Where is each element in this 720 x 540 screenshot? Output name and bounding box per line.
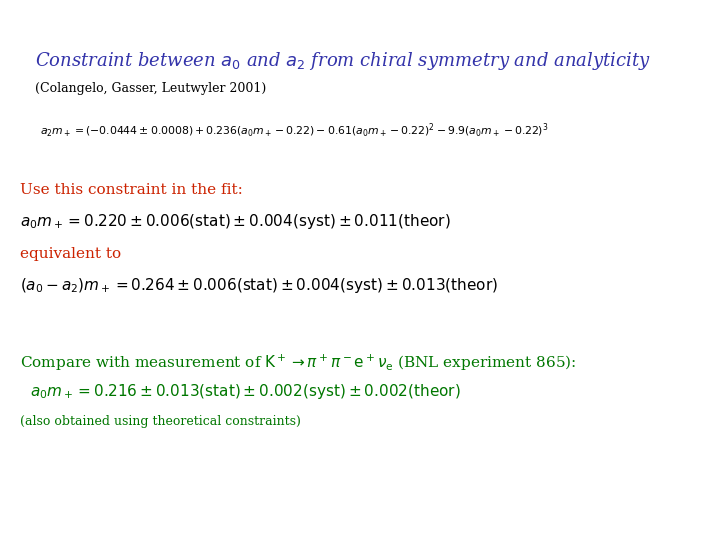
Text: Compare with measurement of $\mathrm{K}^+ \rightarrow \pi^+\pi^-\mathrm{e}^+\nu_: Compare with measurement of $\mathrm{K}^… [20, 353, 577, 373]
Text: $a_2 m_+ = (-0.0444 \pm 0.0008) + 0.236(a_0 m_+ - 0.22) - 0.61(a_0 m_+ - 0.22)^2: $a_2 m_+ = (-0.0444 \pm 0.0008) + 0.236(… [40, 122, 549, 140]
Text: Use this constraint in the fit:: Use this constraint in the fit: [20, 183, 243, 197]
Text: (Colangelo, Gasser, Leutwyler 2001): (Colangelo, Gasser, Leutwyler 2001) [35, 82, 266, 95]
Text: (also obtained using theoretical constraints): (also obtained using theoretical constra… [20, 415, 301, 428]
Text: equivalent to: equivalent to [20, 247, 121, 261]
Text: Constraint between $a_0$ and $a_2$ from chiral symmetry and analyticity: Constraint between $a_0$ and $a_2$ from … [35, 50, 651, 72]
Text: $a_0 m_+ = 0.216 \pm 0.013(\mathrm{stat}) \pm 0.002(\mathrm{syst}) \pm 0.002(\ma: $a_0 m_+ = 0.216 \pm 0.013(\mathrm{stat}… [30, 382, 461, 401]
Text: $(a_0 - a_2)m_+ = 0.264 \pm 0.006(\mathrm{stat}) \pm 0.004(\mathrm{syst}) \pm 0.: $(a_0 - a_2)m_+ = 0.264 \pm 0.006(\mathr… [20, 276, 498, 295]
Text: $a_0 m_+ = 0.220 \pm 0.006(\mathrm{stat}) \pm 0.004(\mathrm{syst}) \pm 0.011(\ma: $a_0 m_+ = 0.220 \pm 0.006(\mathrm{stat}… [20, 212, 451, 231]
